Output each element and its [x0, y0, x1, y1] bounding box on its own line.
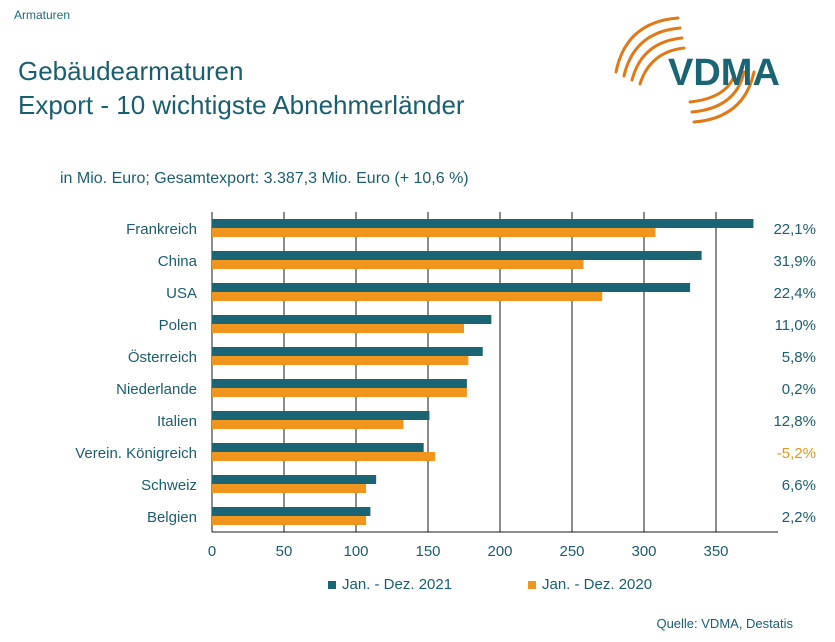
bar-2021 — [212, 219, 754, 228]
legend-swatch-2020 — [528, 580, 536, 589]
legend-label-2020: Jan. - Dez. 2020 — [542, 576, 653, 593]
change-label: 6,6% — [782, 477, 816, 494]
bar-2020 — [212, 356, 469, 365]
change-label: 11,0% — [775, 317, 816, 334]
bar-2020 — [212, 228, 656, 237]
category-label: Frankreich — [126, 221, 197, 238]
legend-item-2020: Jan. - Dez. 2020 — [528, 576, 652, 593]
x-tick-label: 300 — [631, 543, 656, 560]
bar-2020 — [212, 324, 464, 333]
change-label: 12,8% — [773, 413, 816, 430]
bar-2020 — [212, 388, 467, 397]
change-label: 0,2% — [782, 381, 816, 398]
change-label: 22,4% — [773, 285, 816, 302]
category-label: Österreich — [128, 348, 197, 366]
chart-subtitle: in Mio. Euro; Gesamtexport: 3.387,3 Mio.… — [60, 170, 469, 187]
label-layer: 0 50 100 150 200 250 300 350 Frankreich 22,1% Chin… — [75, 221, 816, 560]
logo-arcs-icon — [614, 16, 756, 124]
legend-swatch-2021 — [328, 580, 336, 589]
bar-2021 — [212, 507, 371, 516]
x-tick-label: 200 — [487, 543, 512, 560]
bar-2021 — [212, 379, 467, 388]
bar-2021 — [212, 347, 483, 356]
category-label: Polen — [159, 317, 197, 334]
change-label: 5,8% — [782, 349, 816, 366]
bar-layer — [212, 219, 754, 525]
bar-2021 — [212, 475, 377, 484]
section-label: Armaturen — [14, 8, 71, 22]
change-label: 22,1% — [773, 221, 816, 238]
x-tick-label: 0 — [208, 543, 216, 560]
change-label: 31,9% — [773, 253, 816, 270]
x-tick-label: 250 — [559, 543, 584, 560]
category-label: Schweiz — [141, 477, 197, 494]
title-line-2: Export - 10 wichtigste Abnehmerländer — [18, 90, 465, 120]
bar-2021 — [212, 283, 691, 292]
x-tick-label: 150 — [415, 543, 440, 560]
bar-2021 — [212, 251, 702, 260]
change-label: 2,2% — [782, 509, 816, 526]
bar-2020 — [212, 452, 436, 461]
bar-2020 — [212, 260, 584, 269]
x-tick-label: 100 — [343, 543, 368, 560]
change-label: -5,2% — [777, 445, 816, 462]
category-label: Niederlande — [116, 381, 197, 398]
category-label: China — [158, 253, 198, 270]
chart-title: Gebäudearmaturen Export - 10 wichtigste … — [18, 54, 465, 122]
bar-2020 — [212, 292, 603, 301]
category-label: Verein. Königreich — [75, 445, 197, 462]
legend-label-2021: Jan. - Dez. 2021 — [342, 576, 453, 593]
category-label: USA — [166, 285, 197, 302]
vdma-logo: VDMA — [614, 16, 780, 124]
bar-2020 — [212, 484, 367, 493]
source-note: Quelle: VDMA, Destatis — [656, 616, 793, 631]
x-tick-label: 350 — [703, 543, 728, 560]
bar-2021 — [212, 315, 492, 324]
bar-2020 — [212, 420, 404, 429]
bar-2020 — [212, 516, 367, 525]
category-label: Italien — [157, 413, 197, 430]
bar-2021 — [212, 443, 424, 452]
legend-item-2021: Jan. - Dez. 2021 — [328, 576, 452, 593]
title-line-1: Gebäudearmaturen — [18, 56, 244, 86]
logo-wordmark: VDMA — [668, 52, 780, 94]
category-label: Belgien — [147, 509, 197, 526]
bar-2021 — [212, 411, 430, 420]
x-tick-label: 50 — [276, 543, 293, 560]
